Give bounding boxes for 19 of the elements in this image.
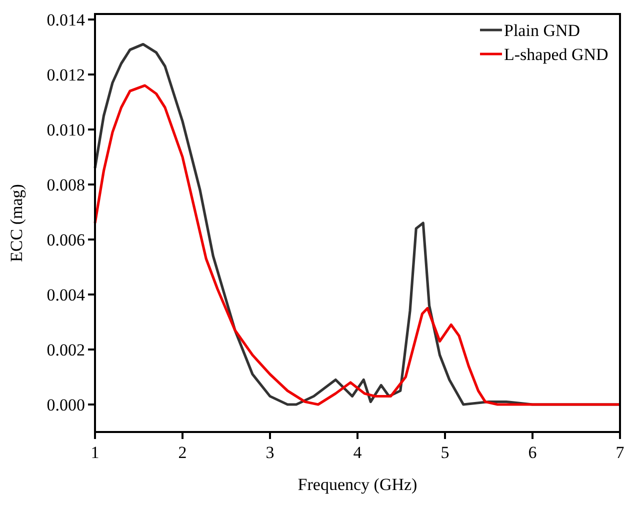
y-tick-label: 0.012 [46, 65, 85, 84]
y-tick-label: 0.010 [46, 120, 85, 140]
y-tick-label: 0.000 [46, 395, 85, 414]
y-tick-label: 0.002 [46, 340, 85, 360]
x-tick-label: 1 [90, 443, 100, 462]
y-tick-label: 0.004 [46, 285, 86, 304]
y-axis-title: ECC (mag) [7, 184, 26, 262]
y-tick-label: 0.014 [46, 10, 86, 30]
x-tick-label: 2 [178, 443, 187, 462]
x-tick-label: 6 [528, 443, 537, 462]
legend-label: L-shaped GND [504, 44, 608, 64]
x-tick-label: 7 [616, 443, 625, 462]
x-tick-label: 3 [266, 443, 274, 462]
x-axis-title: Frequency (GHz) [298, 475, 418, 494]
legend-label: Plain GND [504, 20, 580, 40]
x-tick-label: 4 [353, 443, 362, 462]
x-tick-label: 5 [440, 443, 450, 462]
y-tick-label: 0.008 [46, 175, 85, 194]
y-tick-label: 0.006 [46, 230, 85, 250]
